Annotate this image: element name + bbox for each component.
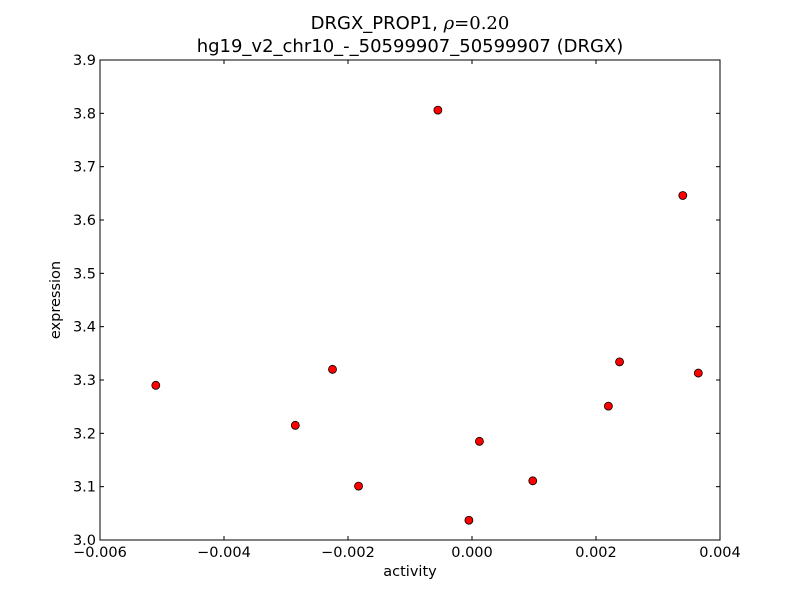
data-point — [615, 357, 624, 367]
y-tick-label: 3.2 — [73, 426, 96, 442]
y-tick-label: 3.9 — [73, 53, 96, 69]
x-tick-label: 0.004 — [699, 545, 741, 561]
data-points — [151, 105, 703, 525]
chart-title-line1: DRGX_PROP1, ρ=0.20 — [311, 13, 510, 34]
x-axis-label: activity — [383, 564, 437, 580]
x-tick-label: 0.000 — [451, 545, 493, 561]
y-tick-label: 3.6 — [73, 213, 96, 229]
y-axis-ticks: 3.0 3.1 3.2 3.3 3.4 3.5 3.6 3.7 3.8 3.9 — [73, 53, 720, 549]
data-point — [151, 380, 161, 390]
y-axis-label: expression — [48, 261, 64, 339]
data-point — [433, 105, 443, 115]
data-point — [604, 401, 613, 411]
x-tick-label: −0.006 — [73, 545, 127, 561]
chart-title-prefix: DRGX_PROP1, — [311, 13, 444, 34]
rho-value: =0.20 — [454, 13, 509, 34]
data-point — [678, 191, 688, 200]
axes-frame — [99, 59, 721, 541]
y-tick-label: 3.5 — [73, 266, 96, 282]
x-tick-label: 0.002 — [575, 545, 617, 561]
data-point — [475, 436, 484, 446]
x-axis-ticks: −0.006 −0.004 −0.002 0.000 0.002 0.004 — [73, 60, 741, 561]
y-tick-label: 3.1 — [73, 480, 96, 496]
data-point — [693, 368, 703, 378]
y-tick-label: 3.0 — [73, 533, 96, 549]
y-tick-label: 3.7 — [73, 160, 96, 176]
data-point — [354, 481, 363, 491]
x-tick-label: −0.002 — [321, 545, 375, 561]
data-point — [464, 515, 474, 525]
y-tick-label: 3.8 — [73, 106, 96, 122]
y-tick-label: 3.3 — [73, 373, 96, 389]
data-point — [328, 364, 337, 374]
data-point — [290, 420, 300, 430]
data-point — [528, 476, 538, 486]
rho-symbol: ρ — [443, 13, 455, 34]
y-tick-label: 3.4 — [73, 320, 96, 336]
x-tick-label: −0.004 — [197, 545, 251, 561]
chart-title-line2: hg19_v2_chr10_-_50599907_50599907 (DRGX) — [197, 36, 624, 57]
